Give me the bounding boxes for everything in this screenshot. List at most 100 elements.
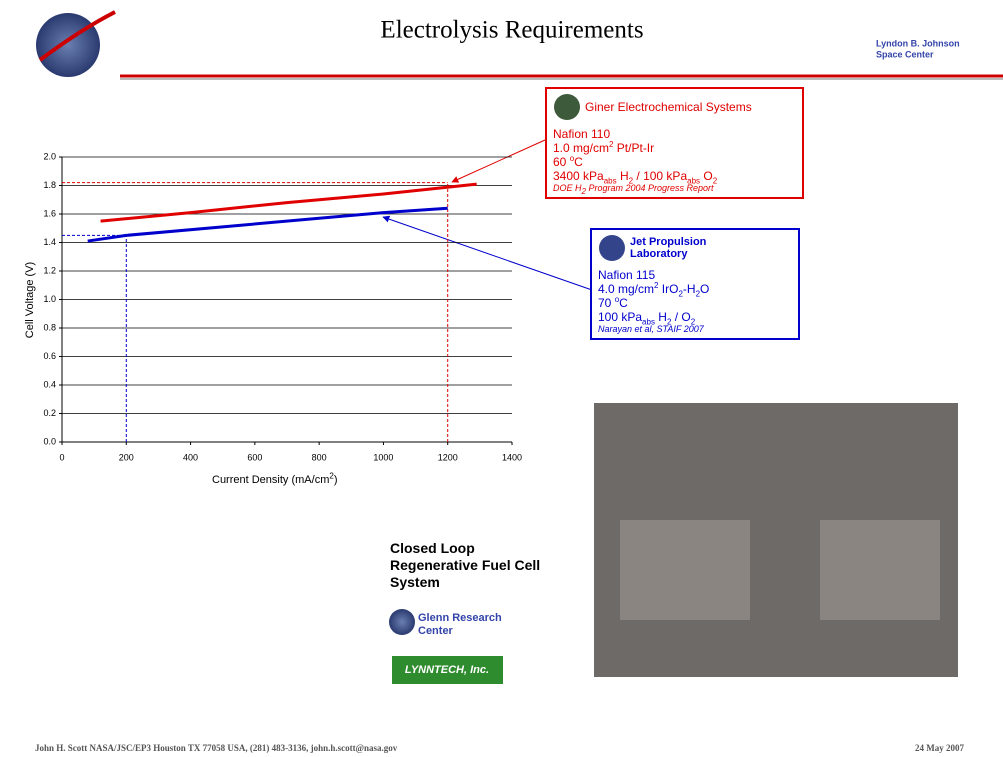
- series-name: Jet Propulsion Laboratory: [630, 236, 707, 260]
- x-tick-label: 200: [119, 452, 134, 462]
- x-tick-label: 1000: [373, 452, 393, 462]
- text-run: IrO: [658, 282, 679, 296]
- superscript: o: [614, 295, 620, 304]
- x-axis-label: Current Density (mA/cm2): [212, 472, 338, 486]
- subscript: 2: [690, 317, 696, 327]
- text-run: C: [619, 296, 628, 310]
- arrow: [382, 215, 593, 291]
- detail-line: Nafion 110: [553, 127, 796, 141]
- box-header: Giner Electrochemical Systems: [553, 93, 796, 121]
- detail-line: 1.0 mg/cm2 Pt/Pt-Ir: [553, 140, 796, 156]
- x-tick-label: 400: [183, 452, 198, 462]
- nasa-logo-swoosh: [38, 10, 116, 62]
- series-name: Giner Electrochemical Systems: [585, 100, 752, 114]
- system-title-line: Regenerative Fuel Cell: [390, 557, 541, 573]
- detail-line: 4.0 mg/cm2 IrO2-H2O: [598, 281, 792, 299]
- lynntech-logo: [392, 656, 503, 684]
- detail-line: Nafion 115: [598, 268, 792, 282]
- subscript: abs: [642, 317, 655, 327]
- photo-detail: [620, 520, 750, 620]
- text-run: ): [333, 474, 338, 486]
- superscript: o: [569, 154, 575, 163]
- text-run: O: [700, 169, 713, 183]
- x-tick-label: 1400: [502, 452, 522, 462]
- subscript: 2: [581, 186, 586, 196]
- text-run: Nafion 115: [598, 268, 656, 282]
- text-run: H: [654, 310, 667, 324]
- center-name: Lyndon B. Johnson: [876, 38, 960, 48]
- y-axis-label: Cell Voltage (V): [24, 262, 36, 338]
- partner-name: Glenn Research Center: [418, 612, 502, 637]
- system-title: Closed Loop Regenerative Fuel Cell Syste…: [390, 540, 540, 591]
- text-run: 1.0 mg/cm: [553, 141, 610, 155]
- detail-line: 60 oC: [553, 154, 796, 170]
- footer-contact: John H. Scott NASA/JSC/EP3 Houston TX 77…: [35, 743, 398, 753]
- subscript: 2: [666, 317, 672, 327]
- text-run: Narayan et al, STAIF 2007: [598, 324, 704, 334]
- text-run: 70: [598, 296, 615, 310]
- text-run: Current Density (mA/cm: [212, 474, 330, 486]
- y-tick-label: 1.2: [43, 265, 56, 275]
- annotation-box: Jet Propulsion Laboratory Nafion 115 4.0 m…: [590, 228, 800, 340]
- y-tick-label: 0.8: [43, 322, 56, 332]
- y-tick-label: 0.4: [43, 379, 56, 389]
- subscript: 2: [712, 176, 718, 186]
- y-tick-label: 1.6: [43, 208, 56, 218]
- superscript: 2: [654, 281, 659, 290]
- text-run: H: [616, 169, 629, 183]
- text-run: 3400 kPa: [553, 169, 604, 183]
- glenn-logo: [389, 609, 415, 635]
- text-run: C: [574, 155, 583, 169]
- y-tick-label: 1.4: [43, 237, 56, 247]
- x-tick-label: 600: [247, 452, 262, 462]
- y-tick-label: 0.2: [43, 408, 56, 418]
- system-title-line: Closed Loop: [390, 540, 475, 556]
- center-name: Space Center: [876, 49, 934, 59]
- text-run: 100 kPa: [598, 310, 643, 324]
- slide-title: Electrolysis Requirements: [380, 17, 643, 44]
- y-tick-label: 0.0: [43, 436, 56, 446]
- text-run: 60: [553, 155, 570, 169]
- annotation-box: Giner Electrochemical Systems Nafion 110 1…: [545, 87, 804, 199]
- arrow: [451, 139, 546, 183]
- text-run: / O: [671, 310, 691, 324]
- photo-detail: [820, 520, 940, 620]
- y-tick-label: 2.0: [43, 151, 56, 161]
- y-tick-label: 1.0: [43, 294, 56, 304]
- subscript: abs: [687, 176, 701, 186]
- box-header: Jet Propulsion Laboratory: [598, 234, 792, 262]
- text-run: 4.0 mg/cm: [598, 282, 655, 296]
- footer-date: 24 May 2007: [915, 743, 964, 753]
- detail-line: 100 kPaabs H2 / O2: [598, 310, 792, 327]
- x-tick-label: 0: [59, 452, 64, 462]
- subscript: 2: [695, 289, 701, 299]
- x-tick-label: 800: [312, 452, 327, 462]
- detail-line: 3400 kPaabs H2 / 100 kPaabs O2: [553, 169, 796, 186]
- box-logo: [599, 235, 625, 261]
- series-line: [87, 206, 448, 243]
- detail-line: 70 oC: [598, 295, 792, 311]
- text-run: / 100 kPa: [633, 169, 688, 183]
- y-tick-label: 1.8: [43, 180, 56, 190]
- subscript: 2: [628, 176, 634, 186]
- lynntech-logo-text: LYNNTECH, Inc.: [405, 664, 489, 676]
- text-run: -H: [682, 282, 696, 296]
- text-run: DOE H: [553, 183, 582, 193]
- text-run: Pt/Pt-Ir: [613, 141, 655, 155]
- y-tick-label: 0.6: [43, 351, 56, 361]
- x-tick-label: 1200: [438, 452, 458, 462]
- subscript: abs: [603, 176, 617, 186]
- nasa-logo: [36, 13, 100, 77]
- system-title-line: System: [390, 574, 440, 590]
- text-run: Program 2004 Progress Report: [585, 183, 714, 193]
- text-run: Nafion 110: [553, 127, 611, 141]
- source: Narayan et al, STAIF 2007: [598, 324, 792, 334]
- series-line: [100, 182, 477, 223]
- box-logo: [554, 94, 580, 120]
- source: DOE H2 Program 2004 Progress Report: [553, 183, 796, 196]
- superscript: 2: [609, 140, 614, 149]
- text-run: O: [700, 282, 710, 296]
- subscript: 2: [678, 289, 683, 299]
